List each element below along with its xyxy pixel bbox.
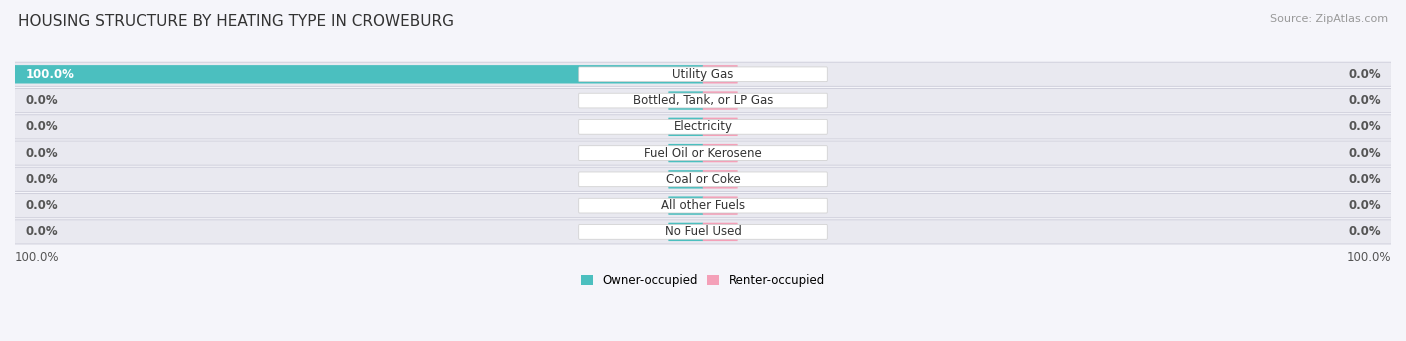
Text: 100.0%: 100.0% [25,68,75,81]
Text: Coal or Coke: Coal or Coke [665,173,741,186]
Text: 0.0%: 0.0% [1348,199,1381,212]
FancyBboxPatch shape [14,65,703,84]
Text: Electricity: Electricity [673,120,733,133]
FancyBboxPatch shape [14,115,1392,139]
Text: HOUSING STRUCTURE BY HEATING TYPE IN CROWEBURG: HOUSING STRUCTURE BY HEATING TYPE IN CRO… [18,14,454,29]
FancyBboxPatch shape [14,194,1392,218]
FancyBboxPatch shape [668,144,703,162]
FancyBboxPatch shape [703,144,738,162]
FancyBboxPatch shape [579,119,827,134]
FancyBboxPatch shape [703,65,738,84]
Text: 100.0%: 100.0% [15,251,59,264]
Text: 0.0%: 0.0% [25,199,58,212]
Text: 0.0%: 0.0% [25,173,58,186]
Text: No Fuel Used: No Fuel Used [665,225,741,238]
Legend: Owner-occupied, Renter-occupied: Owner-occupied, Renter-occupied [581,274,825,287]
FancyBboxPatch shape [14,88,1392,113]
Text: 0.0%: 0.0% [25,225,58,238]
Text: 0.0%: 0.0% [25,120,58,133]
FancyBboxPatch shape [579,172,827,187]
FancyBboxPatch shape [14,167,1392,191]
Text: Utility Gas: Utility Gas [672,68,734,81]
Text: 0.0%: 0.0% [1348,147,1381,160]
FancyBboxPatch shape [14,62,1392,86]
FancyBboxPatch shape [703,91,738,110]
FancyBboxPatch shape [14,141,1392,165]
FancyBboxPatch shape [668,223,703,241]
Text: Source: ZipAtlas.com: Source: ZipAtlas.com [1270,14,1388,24]
FancyBboxPatch shape [668,118,703,136]
Text: 0.0%: 0.0% [25,147,58,160]
FancyBboxPatch shape [14,220,1392,244]
FancyBboxPatch shape [579,93,827,108]
FancyBboxPatch shape [668,196,703,215]
FancyBboxPatch shape [703,170,738,189]
FancyBboxPatch shape [668,170,703,189]
Text: 0.0%: 0.0% [1348,225,1381,238]
Text: 0.0%: 0.0% [1348,120,1381,133]
Text: 100.0%: 100.0% [1347,251,1391,264]
FancyBboxPatch shape [579,198,827,213]
FancyBboxPatch shape [703,118,738,136]
FancyBboxPatch shape [579,146,827,161]
FancyBboxPatch shape [579,67,827,81]
Text: 0.0%: 0.0% [25,94,58,107]
FancyBboxPatch shape [579,224,827,239]
Text: 0.0%: 0.0% [1348,94,1381,107]
FancyBboxPatch shape [668,91,703,110]
Text: Bottled, Tank, or LP Gas: Bottled, Tank, or LP Gas [633,94,773,107]
Text: 0.0%: 0.0% [1348,68,1381,81]
FancyBboxPatch shape [703,223,738,241]
Text: All other Fuels: All other Fuels [661,199,745,212]
FancyBboxPatch shape [703,196,738,215]
Text: 0.0%: 0.0% [1348,173,1381,186]
Text: Fuel Oil or Kerosene: Fuel Oil or Kerosene [644,147,762,160]
